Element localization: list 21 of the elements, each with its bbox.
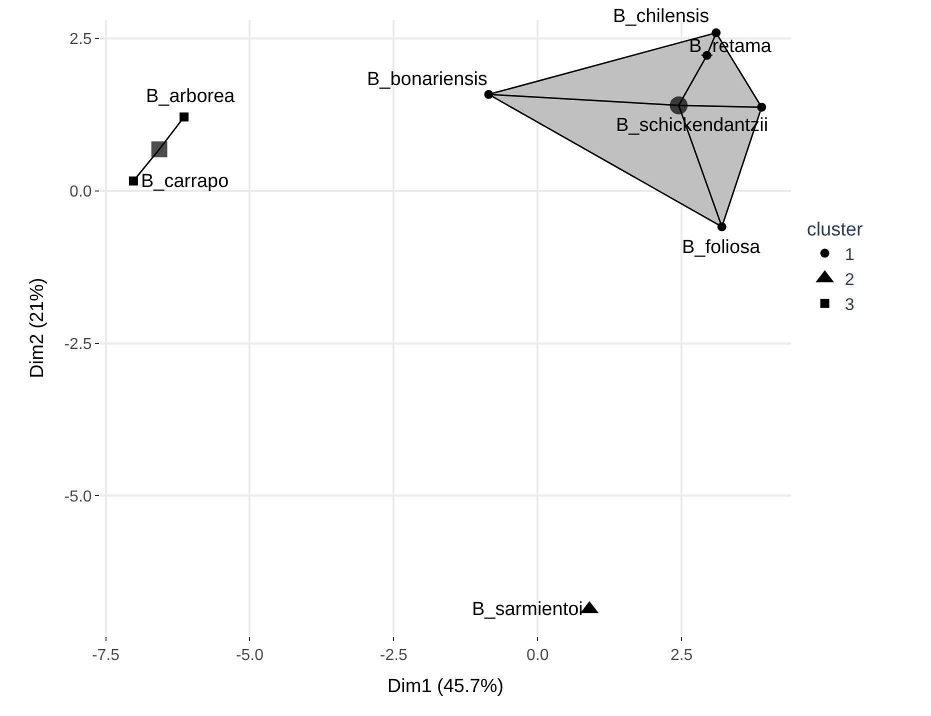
annotation: B_foliosa xyxy=(682,237,761,258)
annotation: B_arborea xyxy=(146,86,236,107)
x-axis-title: Dim1 (45.7%) xyxy=(387,676,504,697)
y-tick-label: 2.5 xyxy=(70,30,92,48)
annotation: B_chilensis xyxy=(613,6,710,27)
legend-label: 1 xyxy=(844,244,854,264)
annotation: B_carrapo xyxy=(141,171,229,192)
x-tick-label: -7.5 xyxy=(92,647,120,664)
y-tick-label: -2.5 xyxy=(64,336,92,353)
y-tick-label: 0.0 xyxy=(70,183,92,200)
x-tick-label: -2.5 xyxy=(380,647,408,664)
annotation: B_bonariensis xyxy=(367,69,488,90)
x-tick-label: -5.0 xyxy=(236,647,264,664)
legend-label: 3 xyxy=(844,294,854,314)
legend-title: cluster xyxy=(806,220,864,241)
annotation: B_sarmientoi xyxy=(472,599,583,620)
y-tick-label: -5.0 xyxy=(64,488,92,506)
x-tick-label: 2.5 xyxy=(670,647,693,664)
y-axis-title: Dim2 (21%) xyxy=(27,278,48,378)
legend-label: 2 xyxy=(844,270,854,289)
x-tick-label: 0.0 xyxy=(526,647,549,664)
